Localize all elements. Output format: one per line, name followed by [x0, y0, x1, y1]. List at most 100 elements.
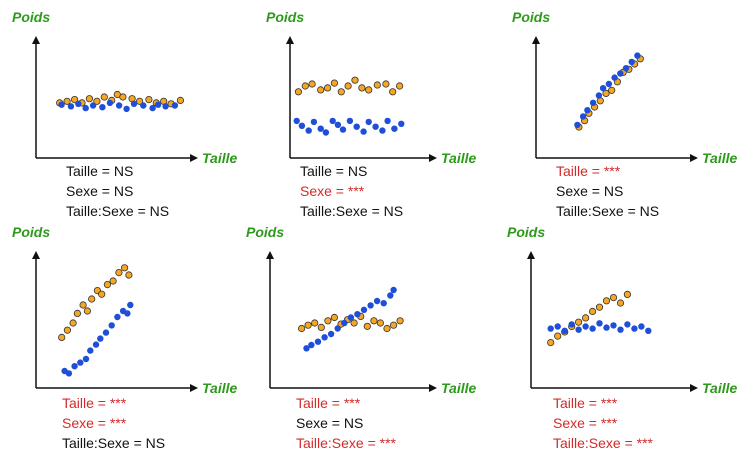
blue-point: [293, 117, 300, 125]
blue-point: [599, 85, 607, 92]
blue-point: [298, 122, 306, 129]
blue-point: [561, 327, 568, 334]
orange-point: [71, 96, 79, 104]
caption-line-3: Taille:Sexe = NS: [62, 435, 165, 451]
y-axis-arrow: [527, 251, 535, 259]
orange-point: [623, 290, 632, 298]
orange-point: [83, 307, 92, 315]
orange-point: [308, 80, 316, 88]
blue-point: [380, 300, 387, 307]
blue-point: [108, 322, 115, 329]
blue-point: [89, 102, 97, 109]
blue-point: [372, 123, 379, 130]
blue-point: [624, 321, 631, 328]
x-axis-label: Taille: [202, 380, 237, 396]
blue-point: [321, 334, 328, 341]
blue-point: [631, 325, 638, 332]
orange-point: [373, 81, 381, 89]
orange-point: [616, 299, 625, 307]
caption-line-1: Taille = NS: [300, 163, 367, 179]
orange-point: [317, 323, 325, 331]
y-axis-arrow: [32, 251, 40, 259]
orange-point: [324, 317, 332, 325]
blue-point: [308, 341, 315, 349]
scatter-panel-5: Poids Taille Taille = *** Sexe = NS Taille:S…: [246, 224, 476, 451]
x-axis-arrow: [190, 384, 198, 392]
blue-point: [605, 80, 613, 88]
caption-line-2: Sexe = NS: [296, 415, 363, 431]
orange-point: [63, 97, 71, 105]
caption-line-3: Taille:Sexe = ***: [296, 435, 397, 451]
blue-point: [154, 101, 162, 108]
blue-point: [347, 314, 355, 321]
blue-point: [115, 102, 123, 109]
blue-point: [354, 311, 361, 318]
blue-point: [106, 99, 114, 107]
orange-point: [119, 93, 127, 101]
blue-point: [365, 118, 372, 126]
blue-point: [638, 323, 645, 330]
orange-point: [98, 290, 106, 298]
y-axis-arrow: [532, 36, 540, 44]
caption-line-1: Taille = ***: [553, 395, 618, 411]
blue-point: [617, 326, 624, 333]
orange-point: [304, 321, 312, 329]
orange-point: [396, 317, 404, 325]
y-axis-label: Poids: [246, 224, 284, 240]
blue-point: [130, 100, 138, 108]
blue-point: [584, 107, 591, 114]
blue-point: [75, 100, 82, 108]
orange-point: [389, 88, 397, 96]
blue-point: [97, 335, 104, 342]
caption-line-3: Taille:Sexe = NS: [300, 203, 403, 219]
blue-point: [579, 113, 587, 120]
caption-line-2: Sexe = ***: [62, 415, 127, 431]
x-axis-label: Taille: [441, 150, 476, 166]
orange-point: [350, 319, 358, 327]
scatter-panel-1: Poids Taille Taille = NS Sexe = NS Taille:Se…: [12, 9, 237, 219]
caption-line-2: Sexe = ***: [300, 183, 365, 199]
blue-point: [305, 127, 312, 134]
blue-point: [346, 117, 354, 125]
blue-point: [353, 123, 360, 130]
blue-point: [373, 297, 381, 305]
orange-point: [109, 277, 117, 285]
blue-point: [310, 118, 318, 126]
caption-line-1: Taille = ***: [62, 395, 127, 411]
orange-point: [115, 268, 123, 277]
blue-point: [82, 104, 89, 112]
orange-point: [103, 280, 112, 289]
orange-point: [330, 79, 338, 87]
scatter-panel-3: Poids Taille Taille = *** Sexe = NS Taille:S…: [512, 9, 737, 219]
blue-point: [596, 320, 603, 327]
orange-point: [323, 84, 332, 92]
x-axis-arrow: [690, 384, 698, 392]
orange-point: [395, 82, 404, 90]
orange-point: [85, 95, 94, 103]
caption-line-3: Taille:Sexe = NS: [556, 203, 659, 219]
caption-line-1: Taille = ***: [296, 395, 361, 411]
blue-point: [99, 104, 106, 111]
orange-point: [554, 332, 562, 340]
blue-point: [67, 103, 75, 110]
orange-point: [365, 86, 373, 94]
orange-point: [574, 318, 583, 326]
blue-point: [77, 359, 84, 366]
orange-point: [311, 319, 319, 327]
caption-line-2: Sexe = NS: [66, 183, 133, 199]
blue-point: [398, 120, 405, 128]
orange-point: [145, 96, 153, 104]
orange-point: [351, 76, 359, 84]
orange-point: [100, 93, 108, 101]
orange-point: [88, 295, 96, 303]
blue-point: [71, 363, 78, 370]
orange-point: [69, 319, 77, 327]
orange-point: [363, 322, 371, 330]
blue-point: [628, 58, 635, 66]
y-axis-arrow: [32, 36, 40, 44]
blue-point: [87, 347, 94, 354]
blue-point: [622, 65, 630, 72]
blue-point: [617, 70, 624, 77]
blue-point: [589, 325, 596, 332]
